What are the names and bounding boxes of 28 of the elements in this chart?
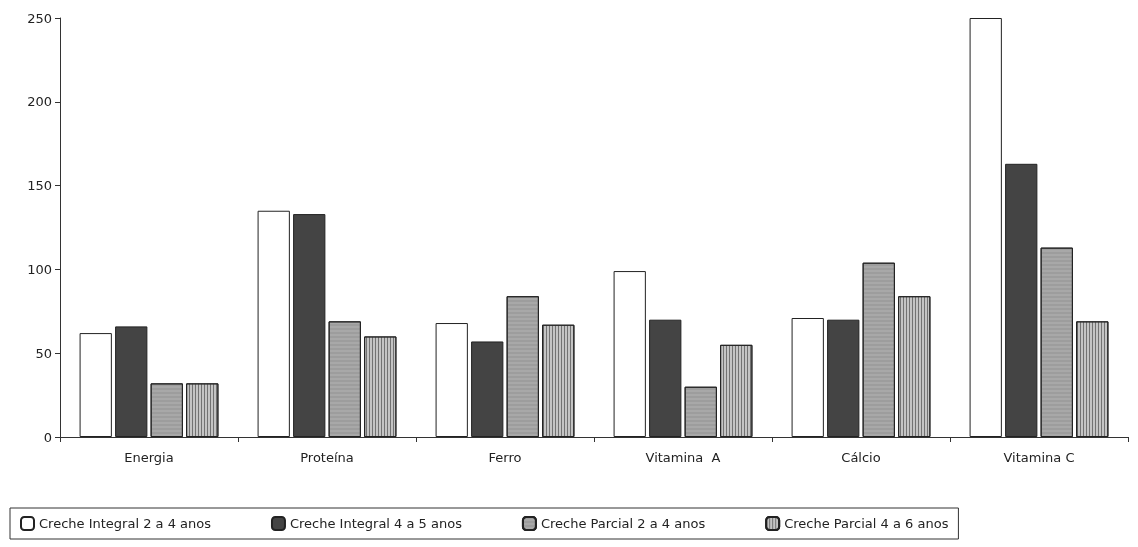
bar xyxy=(827,319,860,437)
bar xyxy=(115,326,148,437)
x-tick-label: Energia xyxy=(124,450,174,465)
bar xyxy=(435,323,468,437)
bar xyxy=(649,319,682,437)
bar xyxy=(471,341,504,437)
bar xyxy=(79,333,112,437)
legend-label: Creche Parcial 2 a 4 anos xyxy=(540,516,706,531)
y-tick-label: 250 xyxy=(27,10,52,26)
y-tick-label: 0 xyxy=(43,429,52,445)
bar xyxy=(791,318,824,437)
legend-label: Creche Integral 4 a 5 anos xyxy=(289,516,463,531)
bar xyxy=(293,214,326,437)
bar xyxy=(1005,163,1038,437)
x-tick-label: Cálcio xyxy=(841,450,881,465)
bar xyxy=(613,271,646,437)
y-tick-label: 50 xyxy=(35,345,52,361)
bar xyxy=(969,18,1002,437)
x-tick-label: Vitamina A xyxy=(645,450,721,465)
x-tick-label: Vitamina C xyxy=(1003,450,1075,465)
x-tick-label: Proteína xyxy=(300,450,354,465)
y-tick-label: 200 xyxy=(27,94,52,110)
legend-label: Creche Parcial 4 a 6 anos xyxy=(784,516,949,531)
y-tick-label: 100 xyxy=(27,261,52,277)
legend-label: Creche Integral 2 a 4 anos xyxy=(39,516,212,531)
x-tick-label: Ferro xyxy=(488,450,522,465)
bar xyxy=(257,210,290,437)
y-tick-label: 150 xyxy=(27,178,52,194)
